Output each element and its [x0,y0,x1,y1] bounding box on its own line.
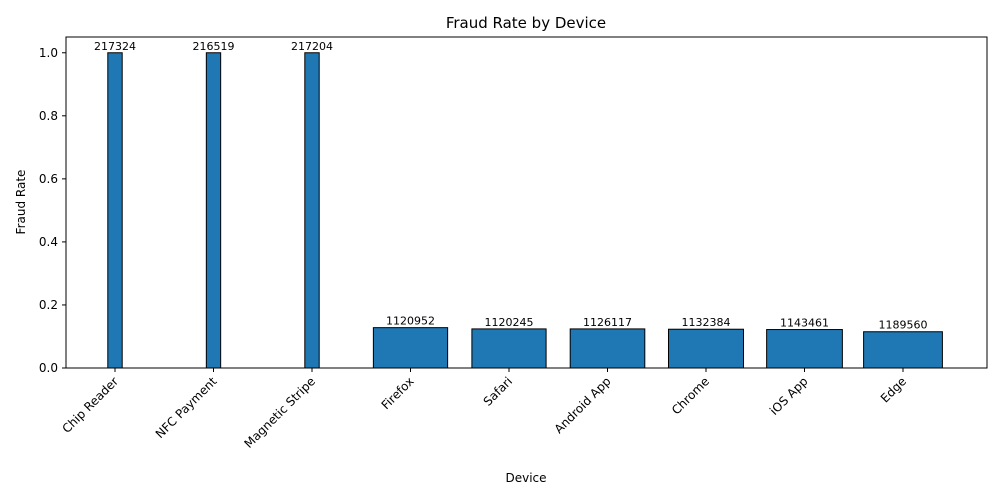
bar-nfc-payment [205,52,222,369]
bar-data-label: 1126117 [583,316,632,329]
y-tick-label: 0.4 [39,235,58,249]
y-axis: 0.0 0.2 0.4 0.6 0.8 1.0 [39,46,66,375]
x-tick-label: Safari [481,374,516,409]
bar-data-label: 216519 [193,40,235,53]
bar-edge [863,331,943,369]
bar-data-label: 1143461 [780,317,829,330]
bar-chip-reader [107,52,123,369]
x-tick-label: Chrome [669,374,712,417]
bar-safari [471,328,547,369]
x-tick-label: NFC Payment [153,374,220,441]
bar-ios-app [766,329,843,369]
y-tick-label: 0.0 [39,361,58,375]
bar-firefox [372,327,449,369]
x-axis-label: Device [505,471,546,485]
y-tick-label: 0.8 [39,109,58,123]
x-tick-label: Magnetic Stripe [241,374,318,451]
plot-frame [65,36,988,369]
chart-title: Fraud Rate by Device [446,14,606,32]
y-tick-label: 1.0 [39,46,58,60]
x-axis: Chip Reader NFC Payment Magnetic Stripe Fir… [59,368,909,451]
y-tick-label: 0.6 [39,172,58,186]
x-tick-label: Firefox [379,374,417,412]
bar-data-label: 217324 [94,40,136,53]
bar-magnetic-stripe [304,52,320,369]
x-tick-label: iOS App [767,374,811,418]
bar-data-label: 1120245 [485,316,534,329]
y-tick-label: 0.2 [39,298,58,312]
bar-data-label: 1120952 [386,315,435,328]
x-tick-label: Edge [878,374,909,405]
bar-data-label: 1132384 [682,316,731,329]
bar-chrome [667,328,745,369]
plot-area: 217324 216519 217204 1120952 1120245 1126117 1… [94,40,943,369]
bar-android-app [569,328,646,369]
bar-data-label: 1189560 [879,319,928,332]
y-axis-label: Fraud Rate [14,170,28,235]
x-tick-label: Android App [552,374,614,436]
x-tick-label: Chip Reader [59,374,121,436]
bar-data-label: 217204 [291,40,333,53]
